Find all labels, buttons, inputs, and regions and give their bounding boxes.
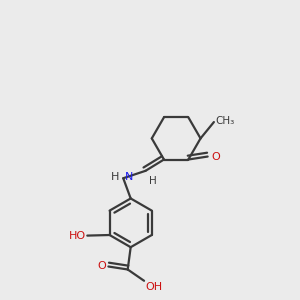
Text: HO: HO xyxy=(69,231,86,241)
Text: OH: OH xyxy=(146,282,163,292)
Text: O: O xyxy=(211,152,220,161)
Text: H: H xyxy=(111,172,120,182)
Text: CH₃: CH₃ xyxy=(215,116,235,126)
Text: O: O xyxy=(97,261,106,271)
Text: N: N xyxy=(125,172,134,182)
Text: H: H xyxy=(149,176,157,186)
